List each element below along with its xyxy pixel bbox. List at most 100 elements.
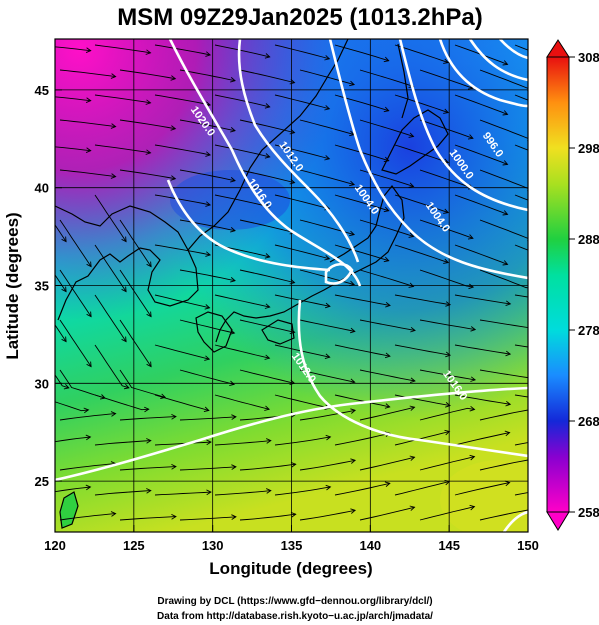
streamline-arrowhead bbox=[467, 234, 474, 240]
streamline bbox=[394, 144, 449, 164]
streamline-arrowhead bbox=[527, 289, 528, 291]
streamline-arrowhead bbox=[205, 251, 212, 257]
streamline-arrowhead bbox=[444, 429, 451, 436]
streamline bbox=[214, 44, 270, 58]
streamline-arrowhead bbox=[467, 134, 474, 140]
credit-drawing: Drawing by DCL (https://www.gfd−dennou.o… bbox=[157, 596, 432, 607]
streamline-arrowhead bbox=[264, 103, 271, 109]
streamline bbox=[514, 194, 528, 201]
streamline bbox=[55, 46, 91, 52]
streamline-arrowhead bbox=[289, 379, 296, 386]
streamline-arrowhead bbox=[384, 403, 391, 409]
streamline bbox=[359, 319, 416, 331]
streamline-arrowhead bbox=[588, 285, 593, 290]
streamline-arrowhead bbox=[145, 149, 152, 155]
streamline bbox=[514, 94, 528, 101]
streamline-arrowhead bbox=[289, 128, 296, 135]
streamline-arrowhead bbox=[85, 434, 92, 441]
streamline-arrowhead bbox=[205, 51, 212, 57]
streamline-arrowhead bbox=[206, 489, 212, 496]
streamline bbox=[479, 409, 528, 421]
streamline bbox=[94, 44, 151, 54]
chart-title: MSM 09Z29Jan2025 (1013.2hPa) bbox=[117, 4, 483, 31]
streamline bbox=[239, 269, 295, 284]
streamline-arrowhead bbox=[468, 283, 475, 290]
streamline-arrowhead bbox=[469, 405, 476, 412]
streamline-arrowhead bbox=[587, 88, 592, 92]
streamline bbox=[394, 244, 449, 264]
streamline-arrowhead bbox=[502, 210, 509, 216]
streamline bbox=[59, 413, 116, 421]
streamline bbox=[479, 219, 528, 239]
colorbar-tick-label: 258 bbox=[578, 505, 599, 520]
streamline bbox=[154, 44, 211, 56]
streamline bbox=[179, 516, 236, 521]
streamline-arrowhead bbox=[505, 300, 512, 307]
streamline bbox=[274, 486, 331, 496]
streamline-arrowhead bbox=[349, 378, 356, 385]
streamline-arrowhead bbox=[409, 455, 416, 461]
streamline-arrowhead bbox=[230, 77, 236, 83]
streamline-arrowhead bbox=[289, 78, 296, 85]
streamline bbox=[334, 394, 390, 408]
streamline bbox=[59, 269, 92, 317]
warm-area-southeast bbox=[440, 460, 528, 532]
streamline bbox=[454, 394, 511, 405]
streamline-arrowhead bbox=[231, 464, 237, 470]
streamline-arrowhead bbox=[160, 393, 167, 399]
streamline-arrowhead bbox=[384, 481, 391, 487]
streamline-arrowhead bbox=[445, 301, 452, 307]
streamline-arrowhead bbox=[324, 302, 331, 309]
streamline bbox=[334, 482, 390, 496]
streamline bbox=[55, 224, 67, 242]
streamline bbox=[179, 466, 236, 471]
streamline bbox=[239, 513, 296, 521]
streamline-arrowhead bbox=[409, 405, 416, 411]
streamline-arrowhead bbox=[349, 80, 356, 87]
streamline bbox=[154, 144, 211, 156]
colorbar-tick-label: 298 bbox=[578, 141, 599, 156]
streamline-arrowhead bbox=[230, 227, 236, 233]
streamline bbox=[419, 269, 474, 288]
streamline bbox=[479, 169, 528, 189]
streamline-arrowhead bbox=[86, 261, 92, 268]
streamline bbox=[419, 407, 475, 421]
streamline-arrowhead bbox=[171, 513, 177, 520]
streamline bbox=[239, 219, 295, 234]
streamline-arrowhead bbox=[231, 514, 237, 520]
colorbar: 308 298 288 278 268 258 bbox=[546, 39, 599, 531]
streamline-arrowhead bbox=[110, 73, 117, 79]
streamline bbox=[274, 194, 330, 210]
streamline-arrowhead bbox=[110, 511, 117, 517]
colorbar-max-triangle bbox=[546, 39, 570, 58]
streamline-arrowhead bbox=[121, 336, 127, 343]
streamline bbox=[239, 69, 295, 84]
streamline bbox=[359, 456, 415, 471]
streamline bbox=[299, 169, 355, 186]
streamline bbox=[119, 466, 176, 471]
streamline-arrowhead bbox=[383, 56, 390, 63]
streamline-arrowhead bbox=[504, 480, 511, 487]
streamline bbox=[299, 319, 355, 332]
streamline bbox=[154, 344, 210, 360]
streamline bbox=[479, 269, 528, 289]
streamline bbox=[239, 319, 295, 333]
streamline-arrowhead bbox=[530, 507, 535, 512]
streamline-arrowhead bbox=[383, 106, 390, 113]
streamline bbox=[94, 194, 127, 242]
streamline bbox=[154, 244, 211, 256]
streamline bbox=[299, 369, 355, 383]
streamline bbox=[214, 294, 270, 308]
streamline-arrowhead bbox=[63, 383, 70, 390]
streamline bbox=[154, 294, 210, 309]
streamline bbox=[214, 490, 271, 496]
streamline bbox=[239, 169, 295, 184]
x-tick-label: 150 bbox=[517, 538, 539, 553]
streamline-arrowhead bbox=[531, 326, 536, 331]
streamline-arrowhead bbox=[325, 484, 332, 491]
x-tick-label: 125 bbox=[123, 538, 145, 553]
streamline bbox=[419, 169, 474, 189]
streamline-arrowhead bbox=[324, 255, 331, 261]
streamline-arrowhead bbox=[408, 132, 415, 138]
streamline bbox=[359, 69, 414, 87]
